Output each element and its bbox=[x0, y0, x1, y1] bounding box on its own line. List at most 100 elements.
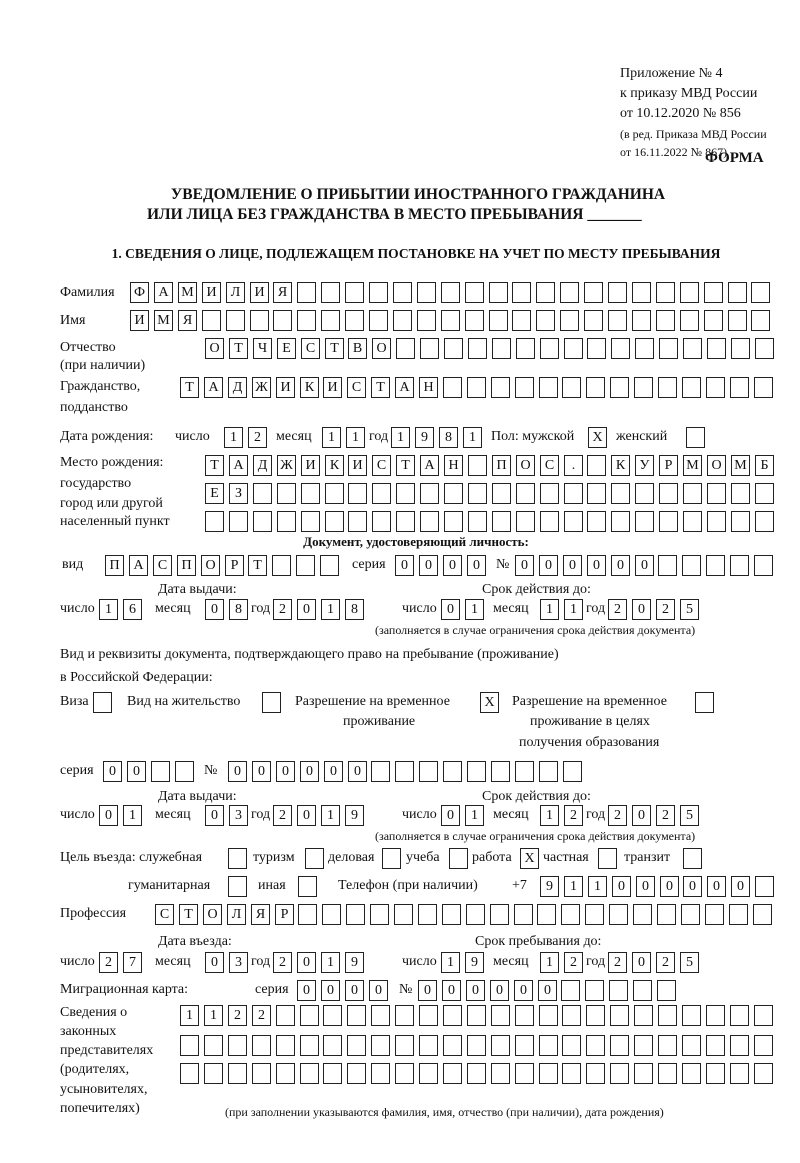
mig-series-box[interactable]: 0 bbox=[369, 980, 388, 1001]
birthplace-2-box[interactable] bbox=[396, 483, 415, 504]
citizenship-box[interactable] bbox=[706, 377, 725, 398]
patronymic-box[interactable]: О bbox=[205, 338, 224, 359]
profession-box[interactable] bbox=[514, 904, 533, 925]
reps-2-box[interactable] bbox=[419, 1035, 438, 1056]
purpose-humanitarian-checkbox[interactable] bbox=[228, 876, 247, 897]
purpose-work-checkbox[interactable]: X bbox=[520, 848, 539, 869]
reps-1-box[interactable] bbox=[395, 1005, 414, 1026]
profession-box[interactable] bbox=[705, 904, 724, 925]
reps-2-box[interactable] bbox=[586, 1035, 605, 1056]
reps-3-box[interactable] bbox=[443, 1063, 462, 1084]
doc-edu-permit-checkbox[interactable] bbox=[695, 692, 714, 713]
mig-series-box[interactable]: 0 bbox=[321, 980, 340, 1001]
reps-1-box[interactable] bbox=[515, 1005, 534, 1026]
reps-3-box[interactable] bbox=[634, 1063, 653, 1084]
patronymic-box[interactable] bbox=[492, 338, 511, 359]
birthplace-1-box[interactable]: У bbox=[635, 455, 654, 476]
purpose-study-checkbox[interactable] bbox=[449, 848, 468, 869]
mig-number-box[interactable]: 0 bbox=[490, 980, 509, 1001]
id-kind-box[interactable]: Т bbox=[248, 555, 267, 576]
reps-3-box[interactable] bbox=[491, 1063, 510, 1084]
id-number-box[interactable]: 0 bbox=[515, 555, 534, 576]
birthplace-1-box[interactable]: О bbox=[516, 455, 535, 476]
reps-2-box[interactable] bbox=[347, 1035, 366, 1056]
birthplace-2-box[interactable] bbox=[755, 483, 774, 504]
birthplace-3-box[interactable] bbox=[731, 511, 750, 532]
reps-1-box[interactable] bbox=[562, 1005, 581, 1026]
reps-2-box[interactable] bbox=[562, 1035, 581, 1056]
citizenship-box[interactable]: А bbox=[204, 377, 223, 398]
patronymic-box[interactable] bbox=[420, 338, 439, 359]
id-issue-day-box[interactable]: 1 bbox=[99, 599, 118, 620]
surname-box[interactable] bbox=[680, 282, 699, 303]
citizenship-box[interactable] bbox=[491, 377, 510, 398]
id-number-box[interactable]: 0 bbox=[539, 555, 558, 576]
citizenship-box[interactable] bbox=[539, 377, 558, 398]
id-issue-year-box[interactable]: 0 bbox=[297, 599, 316, 620]
birthplace-3-box[interactable] bbox=[492, 511, 511, 532]
citizenship-box[interactable]: К bbox=[300, 377, 319, 398]
birthplace-1-box[interactable]: О bbox=[707, 455, 726, 476]
phone-box[interactable]: 1 bbox=[588, 876, 607, 897]
birth-month-box[interactable]: 1 bbox=[346, 427, 365, 448]
citizenship-box[interactable] bbox=[658, 377, 677, 398]
surname-box[interactable]: И bbox=[202, 282, 221, 303]
id-kind-box[interactable] bbox=[296, 555, 315, 576]
permit-series-box[interactable] bbox=[151, 761, 170, 782]
name-box[interactable] bbox=[273, 310, 292, 331]
profession-box[interactable] bbox=[585, 904, 604, 925]
birthplace-2-box[interactable] bbox=[277, 483, 296, 504]
name-box[interactable] bbox=[560, 310, 579, 331]
mig-number-box[interactable]: 0 bbox=[418, 980, 437, 1001]
reps-1-box[interactable] bbox=[706, 1005, 725, 1026]
id-series-box[interactable]: 0 bbox=[395, 555, 414, 576]
permit-number-box[interactable] bbox=[563, 761, 582, 782]
citizenship-box[interactable]: И bbox=[323, 377, 342, 398]
id-kind-box[interactable]: О bbox=[201, 555, 220, 576]
permit-valid-year-box[interactable]: 0 bbox=[632, 805, 651, 826]
birthplace-3-box[interactable] bbox=[516, 511, 535, 532]
profession-box[interactable] bbox=[298, 904, 317, 925]
id-issue-month-box[interactable]: 0 bbox=[205, 599, 224, 620]
id-valid-month-box[interactable]: 1 bbox=[540, 599, 559, 620]
profession-box[interactable]: Р bbox=[275, 904, 294, 925]
permit-issue-month-box[interactable]: 0 bbox=[205, 805, 224, 826]
mig-number-box[interactable] bbox=[633, 980, 652, 1001]
stay-day-box[interactable]: 9 bbox=[465, 952, 484, 973]
profession-box[interactable] bbox=[537, 904, 556, 925]
name-box[interactable] bbox=[680, 310, 699, 331]
mig-number-box[interactable]: 0 bbox=[514, 980, 533, 1001]
purpose-business-checkbox[interactable] bbox=[382, 848, 401, 869]
reps-1-box[interactable] bbox=[610, 1005, 629, 1026]
reps-3-box[interactable] bbox=[300, 1063, 319, 1084]
profession-box[interactable] bbox=[753, 904, 772, 925]
surname-box[interactable] bbox=[608, 282, 627, 303]
surname-box[interactable]: А bbox=[154, 282, 173, 303]
patronymic-box[interactable] bbox=[683, 338, 702, 359]
birthplace-1-box[interactable]: П bbox=[492, 455, 511, 476]
id-number-box[interactable]: 0 bbox=[563, 555, 582, 576]
birthplace-1-box[interactable]: Б bbox=[755, 455, 774, 476]
reps-1-box[interactable] bbox=[419, 1005, 438, 1026]
citizenship-box[interactable] bbox=[730, 377, 749, 398]
citizenship-box[interactable]: Н bbox=[419, 377, 438, 398]
birthplace-3-box[interactable] bbox=[611, 511, 630, 532]
permit-valid-year-box[interactable]: 5 bbox=[680, 805, 699, 826]
permit-valid-year-box[interactable]: 2 bbox=[608, 805, 627, 826]
birthplace-3-box[interactable] bbox=[229, 511, 248, 532]
citizenship-box[interactable] bbox=[443, 377, 462, 398]
phone-box[interactable] bbox=[755, 876, 774, 897]
permit-number-box[interactable] bbox=[515, 761, 534, 782]
surname-box[interactable] bbox=[632, 282, 651, 303]
reps-3-box[interactable] bbox=[658, 1063, 677, 1084]
patronymic-box[interactable] bbox=[516, 338, 535, 359]
stay-month-box[interactable]: 2 bbox=[564, 952, 583, 973]
purpose-transit-checkbox[interactable] bbox=[683, 848, 702, 869]
permit-series-box[interactable]: 0 bbox=[127, 761, 146, 782]
surname-box[interactable] bbox=[704, 282, 723, 303]
permit-valid-month-box[interactable]: 2 bbox=[564, 805, 583, 826]
patronymic-box[interactable] bbox=[707, 338, 726, 359]
birth-year-box[interactable]: 1 bbox=[463, 427, 482, 448]
reps-3-box[interactable] bbox=[682, 1063, 701, 1084]
reps-2-box[interactable] bbox=[276, 1035, 295, 1056]
